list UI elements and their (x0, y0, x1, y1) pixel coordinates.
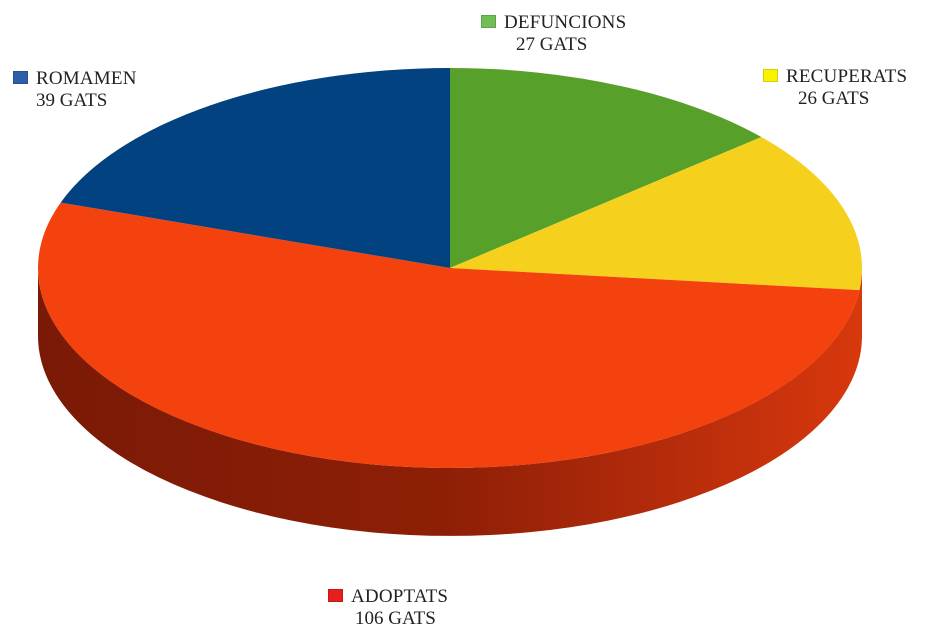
legend-swatch-defuncions (481, 15, 496, 28)
pie-slice-recuperats (450, 137, 862, 291)
pie-side-wall (38, 268, 862, 536)
pie-top-face (37, 68, 862, 469)
slice-value: 27 GATS (516, 34, 588, 55)
label-adoptats: ADOPTATS 106 GATS (328, 586, 448, 630)
slice-name: RECUPERATS (786, 66, 908, 87)
slice-name: ROMAMEN (36, 68, 137, 89)
side-wall-adoptats (38, 268, 862, 536)
slice-value: 26 GATS (798, 88, 870, 109)
slice-name: ADOPTATS (351, 586, 449, 607)
legend-swatch-recuperats (763, 69, 778, 82)
slice-name: DEFUNCIONS (504, 12, 627, 33)
pie-slice-defuncions (450, 68, 762, 268)
legend-swatch-adoptats (328, 589, 343, 602)
label-romamen: ROMAMEN 39 GATS (13, 68, 137, 112)
pie-slice-adoptats (37, 202, 860, 469)
legend-swatch-romamen (13, 71, 28, 84)
slice-value: 106 GATS (355, 608, 436, 629)
slice-value: 39 GATS (36, 90, 108, 111)
label-defuncions: DEFUNCIONS 27 GATS (481, 12, 626, 56)
label-recuperats: RECUPERATS 26 GATS (763, 66, 907, 110)
pie-slice-romamen (60, 68, 450, 268)
